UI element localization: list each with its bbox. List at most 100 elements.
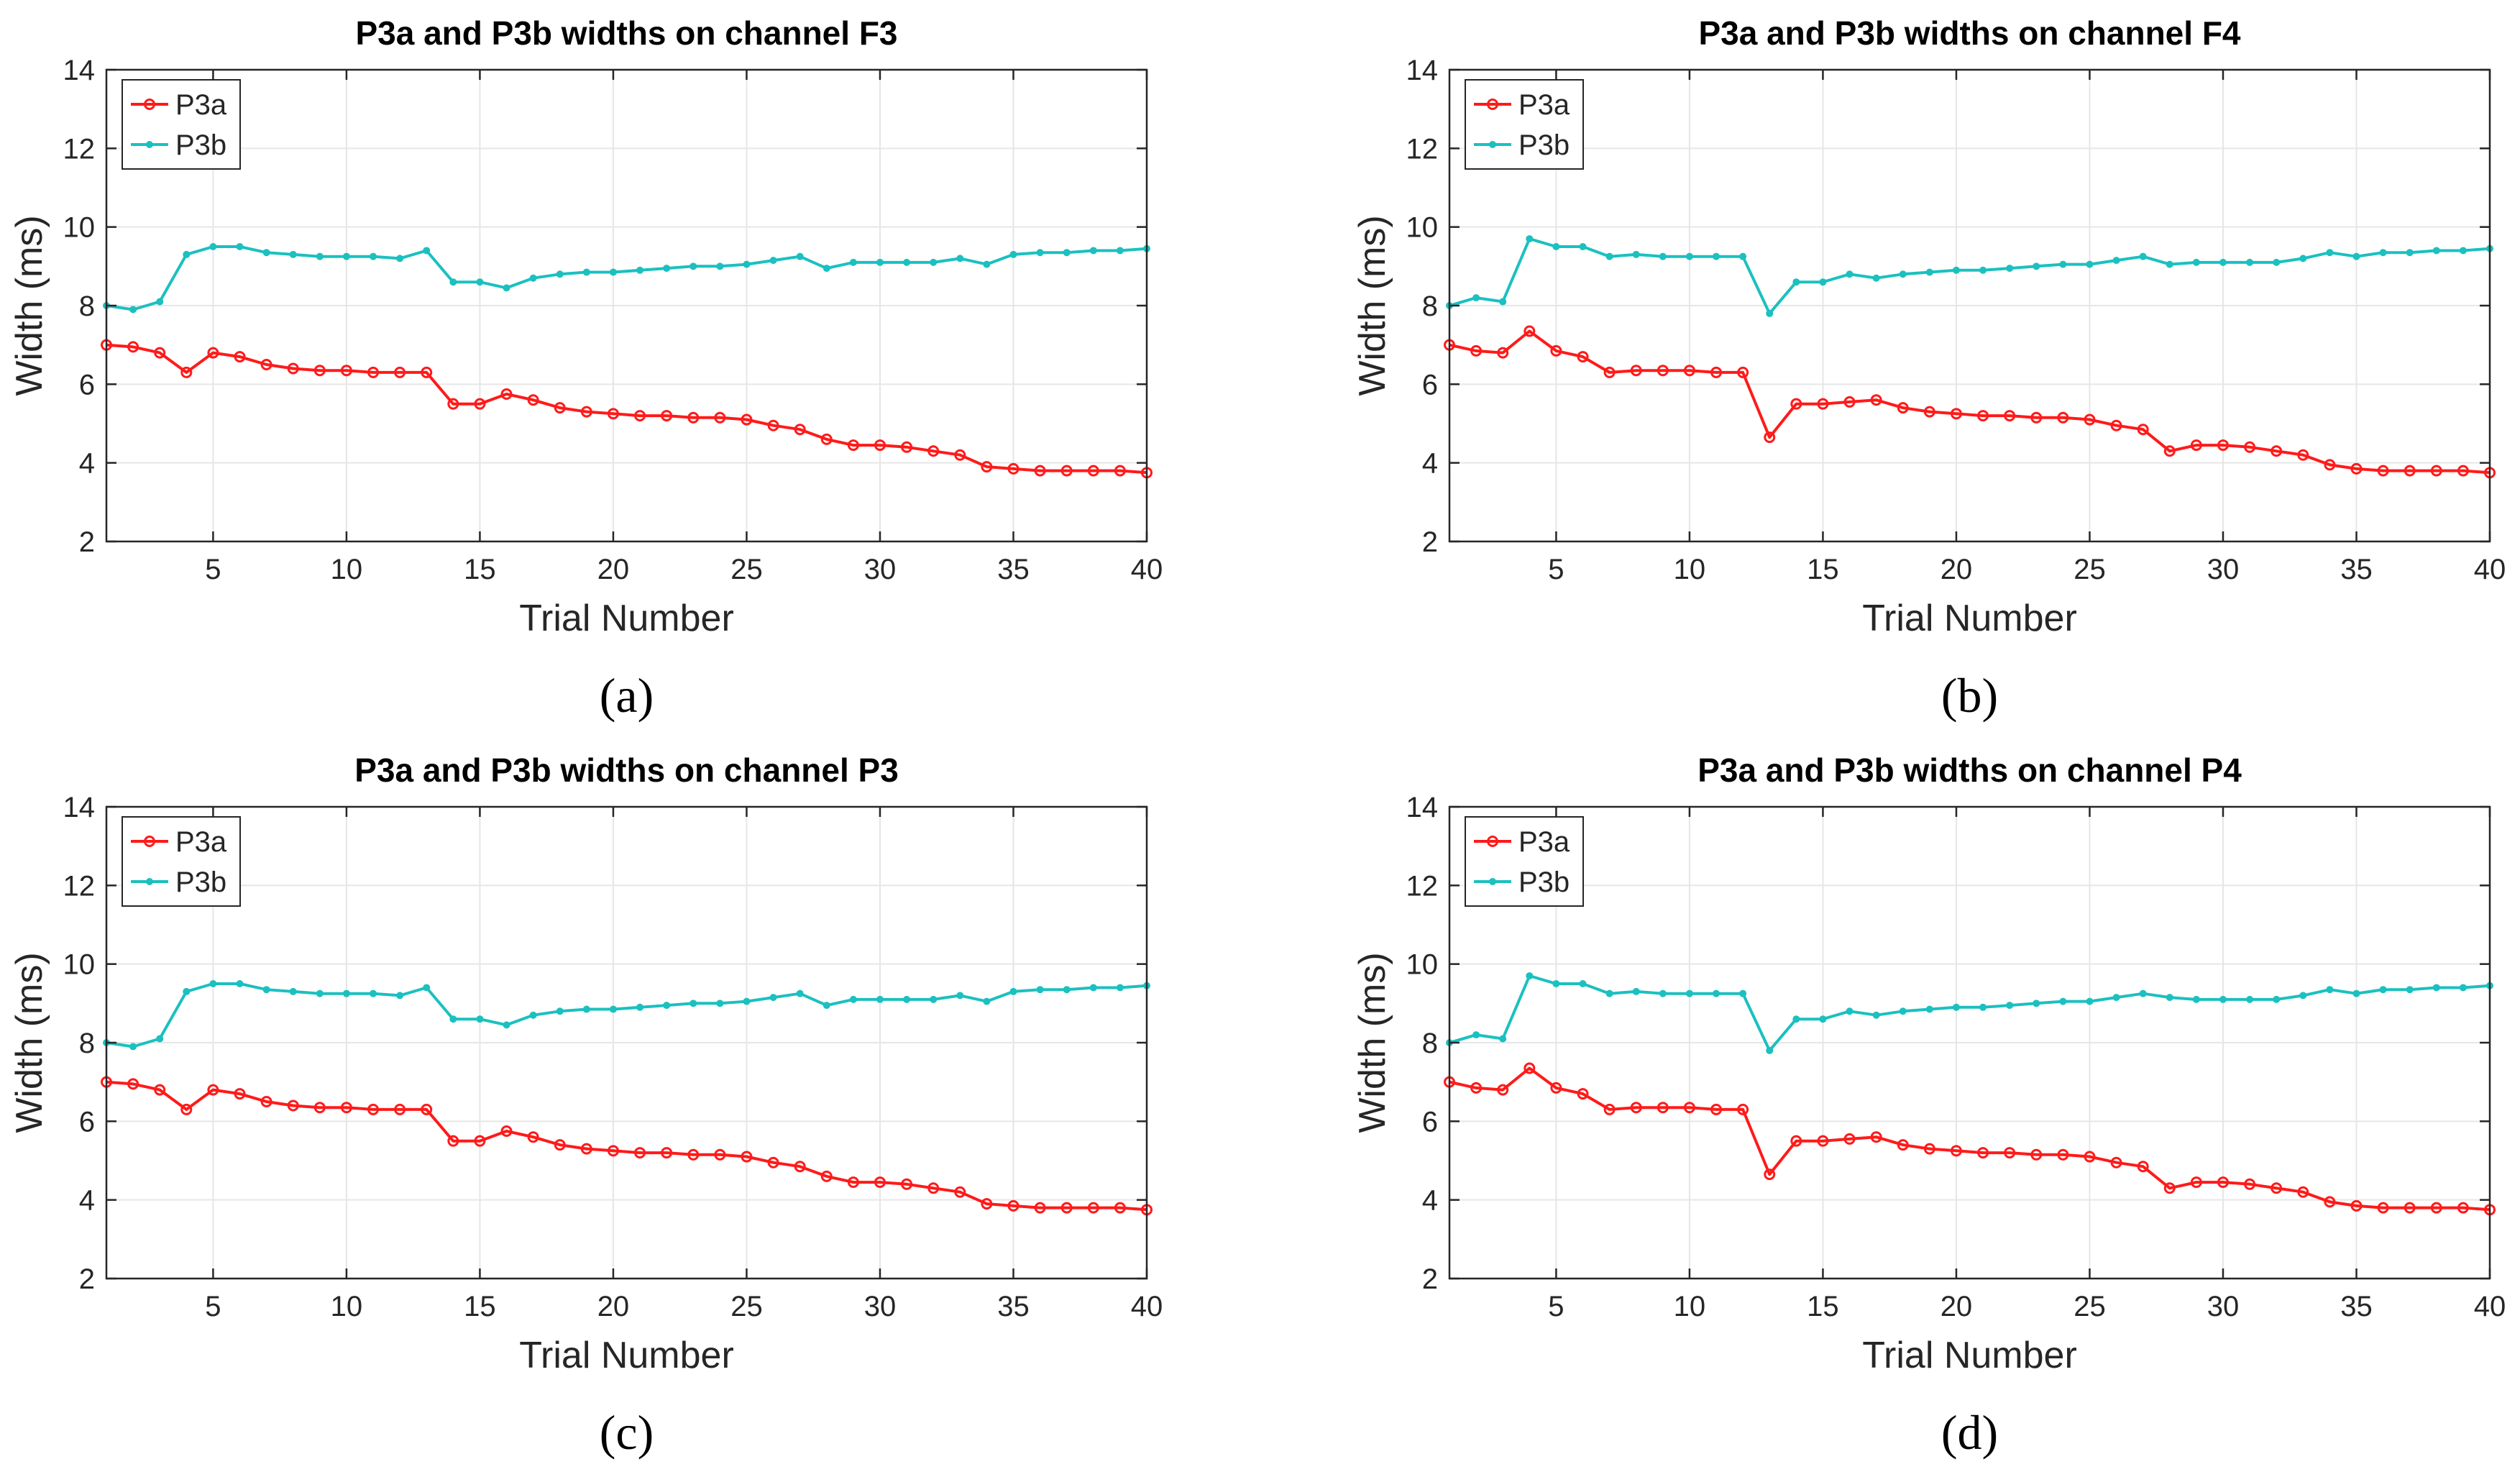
p3a-point [1497,347,1509,359]
p3a-point [2271,1182,2283,1194]
p3b-point [1089,984,1097,992]
x-axis-label: Trial Number [519,1335,734,1376]
p3a-point [661,410,673,422]
p3b-point [503,1021,510,1029]
p3b-point [2006,265,2014,273]
p3a-point [874,439,886,452]
p3a-series-line [106,343,1147,475]
p3a-point [1657,365,1669,377]
p3a-point [1764,431,1776,444]
p3b-point [2112,994,2120,1002]
p3a-point [1897,402,1909,414]
p3a-point [2297,1186,2309,1198]
p3a-point [1710,1103,1723,1115]
p3b-point [1792,1015,1800,1023]
y-tick-label: 2 [1422,526,1438,558]
p3b-series-line [1449,974,2491,1052]
y-tick-label: 4 [79,448,95,480]
p3a-point [154,1084,166,1096]
p3b-point [903,995,911,1003]
legend-label-p3a: P3a [1518,89,1570,121]
p3b-point [2273,995,2281,1003]
p3b-point [2219,995,2227,1003]
chart-title: P3a and P3b widths on channel P3 [354,751,899,789]
p3a-point [313,1102,326,1114]
x-tick-label: 40 [1131,1291,1163,1322]
x-axis-label: Trial Number [1862,1335,2077,1376]
p3b-point [930,995,938,1003]
p3a-point [901,1178,913,1190]
y-tick-label: 8 [1422,1028,1438,1059]
p3a-point [207,1084,219,1096]
p3b-point [449,1015,457,1023]
p3b-point [1552,243,1560,250]
p3b-point [2406,249,2414,257]
x-tick-label: 40 [1131,554,1163,585]
p3b-point [2299,992,2307,1000]
p3b-point [876,995,884,1003]
p3b-point [2352,252,2360,260]
p3a-point [1603,1103,1616,1115]
y-tick-label: 6 [1422,1106,1438,1138]
p3b-point [2033,1000,2040,1007]
p3b-point [2059,260,2067,268]
p3b-point [1499,298,1507,306]
p3b-point [769,994,777,1002]
p3a-point [154,347,166,359]
chart-panel-3: 5 10 15 20 25 30 35 40 2 4 6 8 10 12 14 P3a and P3b wid… [9,751,1163,1460]
p3b-point [1899,270,1907,278]
p3a-point [2110,419,2122,431]
p3a-point [2190,439,2202,452]
x-tick-label: 35 [997,554,1030,585]
p3a-point [2404,465,2416,477]
legend-marker-p3b [1489,878,1496,885]
p3b-point [2326,249,2334,257]
p3b-point [956,992,964,1000]
p3b-point [2166,994,2173,1002]
panel-label: (b) [1941,668,1998,723]
p3b-point [1899,1007,1907,1015]
p3a-point [260,1096,272,1107]
x-tick-label: 25 [2074,1291,2106,1322]
p3a-point [901,441,913,453]
p3a-point [2350,462,2363,475]
p3b-point [582,1005,590,1013]
p3a-point [1764,1169,1776,1181]
p3a-point [981,1198,993,1210]
legend-marker-p3a [1487,99,1498,110]
p3a-point [1550,344,1562,357]
p3a-point [1683,365,1695,377]
p3a-point [2297,449,2309,461]
p3a-point [607,408,619,420]
panel-label: (a) [600,668,654,723]
p3b-point [1739,252,1747,260]
p3b-point [342,989,350,997]
p3a-point [927,445,940,457]
p3b-point [743,260,751,268]
chart-panel-1: 5 10 15 20 25 30 35 40 2 4 6 8 10 12 14 P3a and P3b wid… [9,14,1163,723]
p3b-point [2459,247,2467,255]
y-axis-label: Width (ms) [1352,215,1393,395]
p3b-point [2273,258,2281,266]
x-tick-label: 35 [2340,1291,2373,1322]
legend-box [122,816,241,907]
x-axis-label: Trial Number [519,598,734,639]
y-tick-label: 10 [1406,949,1439,981]
p3b-point [503,284,510,292]
p3b-point [2112,257,2120,265]
legend-label-p3b: P3b [175,129,226,161]
legend-marker-p3b [146,141,153,148]
x-tick-label: 5 [205,1291,221,1322]
p3a-point [2457,1202,2469,1214]
p3b-point [636,1003,644,1011]
legend-marker-p3b [1489,141,1496,148]
p3a-point [1060,465,1073,477]
p3a-point [1843,1133,1856,1145]
p3b-point [1579,980,1587,987]
p3b-point [823,1002,830,1010]
p3a-point [554,402,566,414]
p3b-point [2086,260,2094,268]
p3a-point [2004,410,2016,422]
p3b-point [1872,1011,1880,1019]
